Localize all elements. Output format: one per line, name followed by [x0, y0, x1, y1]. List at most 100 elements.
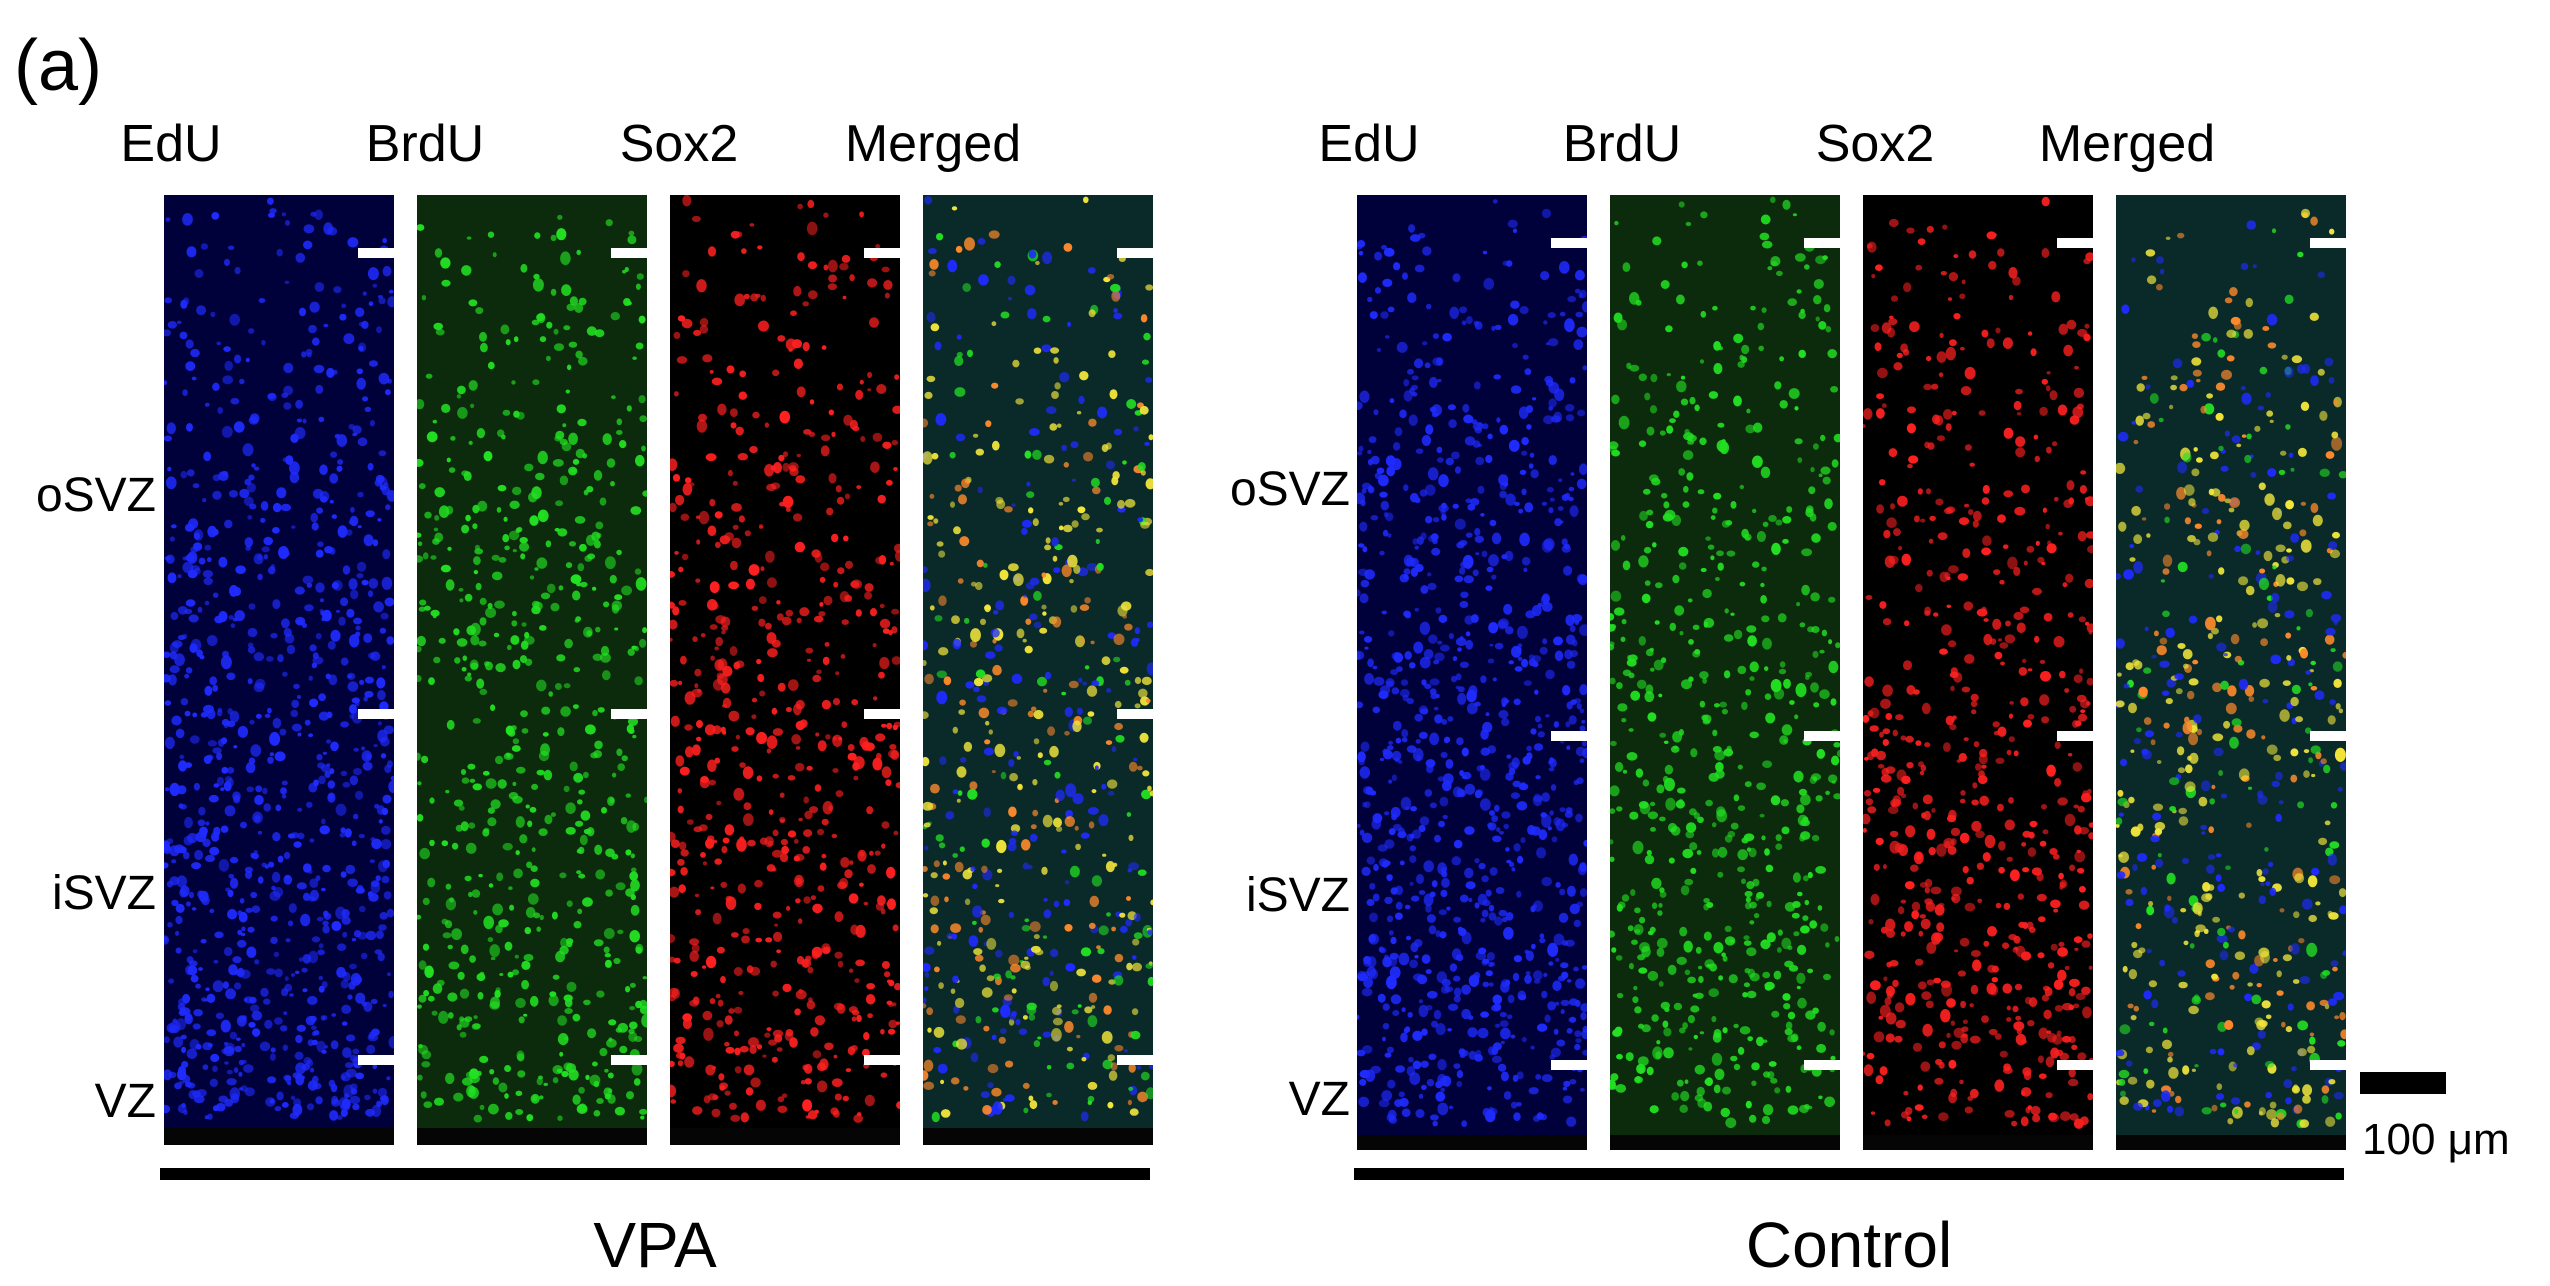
cell-nucleus: [1075, 843, 1081, 851]
cell-nucleus: [745, 578, 755, 590]
cell-nucleus: [1511, 867, 1516, 872]
cell-nucleus: [515, 1109, 524, 1115]
cell-nucleus: [1631, 939, 1638, 945]
cell-nucleus: [1499, 424, 1509, 435]
cell-nucleus: [731, 746, 739, 752]
cell-nucleus: [1532, 793, 1543, 807]
cell-nucleus: [1660, 280, 1670, 289]
cell-nucleus: [434, 248, 443, 258]
cell-nucleus: [1697, 260, 1703, 266]
cell-nucleus: [1489, 867, 1498, 876]
cell-nucleus: [1668, 822, 1677, 833]
cell-nucleus: [515, 1090, 523, 1096]
cell-nucleus: [1418, 705, 1428, 715]
cell-nucleus: [764, 1032, 771, 1038]
cell-nucleus: [1071, 520, 1079, 528]
cell-nucleus: [677, 805, 684, 814]
cell-nucleus: [445, 1072, 455, 1085]
cell-nucleus: [1559, 311, 1566, 317]
cell-nucleus: [315, 582, 325, 593]
cell-nucleus: [1699, 1031, 1705, 1035]
cell-nucleus: [1749, 661, 1759, 673]
cell-nucleus: [1097, 406, 1108, 419]
cell-nucleus: [698, 824, 708, 832]
cell-nucleus: [1698, 965, 1703, 970]
cell-nucleus: [578, 789, 586, 795]
cell-nucleus: [1880, 926, 1888, 934]
cell-nucleus: [1411, 895, 1420, 902]
cell-nucleus: [721, 625, 729, 631]
cell-nucleus: [739, 1045, 749, 1053]
cell-nucleus: [232, 791, 241, 801]
cell-nucleus: [381, 665, 386, 670]
cell-nucleus: [1621, 894, 1630, 902]
cell-nucleus: [453, 799, 464, 807]
cell-nucleus: [1702, 588, 1712, 599]
cell-nucleus: [164, 862, 169, 869]
cell-nucleus: [673, 957, 681, 964]
cell-nucleus: [923, 451, 933, 465]
cell-nucleus: [209, 908, 215, 914]
cell-nucleus: [203, 998, 208, 1002]
cell-nucleus: [1033, 621, 1042, 629]
cell-nucleus: [306, 801, 313, 808]
cell-nucleus: [985, 651, 996, 659]
cell-nucleus: [1822, 255, 1828, 261]
cell-nucleus: [583, 489, 589, 496]
cell-nucleus: [785, 1029, 794, 1037]
cell-nucleus: [1455, 466, 1461, 474]
cell-nucleus: [1088, 309, 1096, 318]
cell-nucleus: [1493, 1002, 1502, 1011]
cell-nucleus: [487, 807, 495, 814]
cell-nucleus: [368, 360, 378, 367]
cell-nucleus: [1808, 486, 1816, 495]
cell-nucleus: [236, 939, 247, 948]
cell-nucleus: [1132, 938, 1140, 946]
cell-nucleus: [1682, 450, 1694, 461]
cell-nucleus: [536, 557, 548, 569]
cell-nucleus: [722, 837, 730, 844]
cell-nucleus: [1889, 830, 1899, 838]
cell-nucleus: [1988, 260, 1997, 270]
cell-nucleus: [625, 888, 635, 897]
cell-nucleus: [1643, 546, 1652, 554]
cell-nucleus: [670, 679, 679, 687]
cell-nucleus: [512, 969, 520, 976]
cell-nucleus: [1972, 959, 1982, 972]
cell-nucleus: [529, 575, 535, 580]
cell-nucleus: [356, 368, 363, 375]
cell-nucleus: [1831, 755, 1840, 766]
cell-nucleus: [445, 579, 455, 591]
cell-nucleus: [1448, 419, 1457, 429]
cell-nucleus: [1903, 282, 1912, 293]
cell-nucleus: [1074, 825, 1079, 831]
cell-nucleus: [873, 696, 878, 701]
cell-nucleus: [1388, 740, 1394, 746]
cell-nucleus: [795, 475, 806, 484]
cell-nucleus: [1641, 593, 1651, 604]
cell-nucleus: [1381, 1090, 1393, 1102]
cell-nucleus: [281, 1102, 289, 1108]
cell-nucleus: [1395, 737, 1402, 744]
cell-nucleus: [1043, 759, 1052, 766]
cell-nucleus: [849, 274, 855, 282]
cell-nucleus: [1401, 737, 1408, 743]
cell-nucleus: [727, 469, 733, 477]
cell-nucleus: [1407, 292, 1417, 303]
micrograph-cells-vpa-merged: [923, 195, 1153, 1145]
cell-nucleus: [330, 741, 339, 752]
cell-nucleus: [1087, 1095, 1095, 1103]
cell-nucleus: [1577, 864, 1587, 876]
cell-nucleus: [876, 752, 882, 760]
cell-nucleus: [566, 981, 577, 993]
cell-nucleus: [759, 524, 763, 528]
cell-nucleus: [895, 1021, 900, 1025]
cell-nucleus: [381, 875, 390, 884]
cell-nucleus: [1791, 912, 1800, 919]
cell-nucleus: [1473, 320, 1480, 326]
cell-nucleus: [1739, 1026, 1751, 1035]
cell-nucleus: [224, 1061, 229, 1065]
cell-nucleus: [987, 1082, 994, 1089]
cell-nucleus: [730, 422, 737, 429]
cell-nucleus: [1552, 980, 1562, 991]
